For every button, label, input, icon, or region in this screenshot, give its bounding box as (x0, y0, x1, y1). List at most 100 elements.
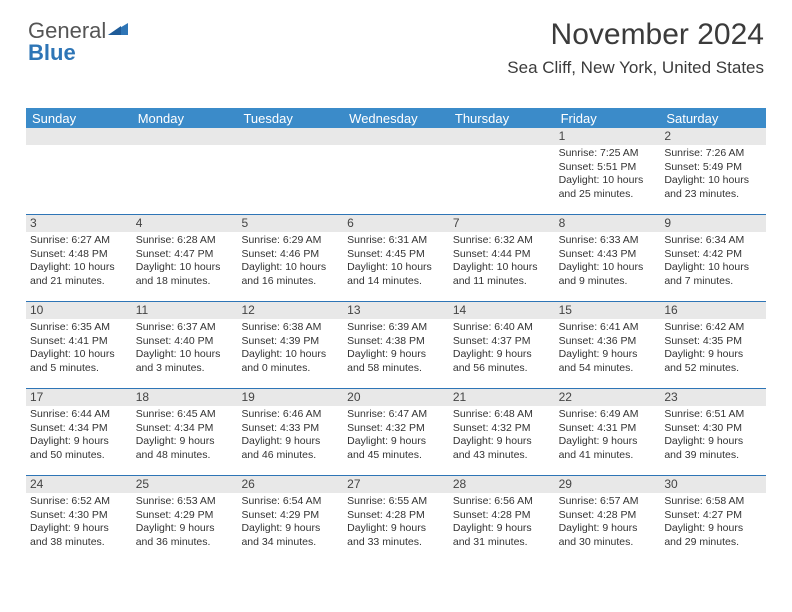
daylight-text: Daylight: 9 hours and 34 minutes. (241, 522, 339, 549)
day-cell: 18Sunrise: 6:45 AMSunset: 4:34 PMDayligh… (132, 389, 238, 475)
weekday-tuesday: Tuesday (237, 111, 343, 126)
daylight-text: Daylight: 10 hours and 21 minutes. (30, 261, 128, 288)
day-content: Sunrise: 6:39 AMSunset: 4:38 PMDaylight:… (343, 319, 449, 380)
logo-text-blue: Blue (28, 40, 76, 65)
sunrise-text: Sunrise: 6:31 AM (347, 234, 445, 248)
daylight-text: Daylight: 9 hours and 29 minutes. (664, 522, 762, 549)
sunrise-text: Sunrise: 6:58 AM (664, 495, 762, 509)
day-cell: 30Sunrise: 6:58 AMSunset: 4:27 PMDayligh… (660, 476, 766, 562)
day-cell (449, 128, 555, 214)
day-number: 24 (26, 476, 132, 493)
day-number (132, 128, 238, 145)
day-cell: 6Sunrise: 6:31 AMSunset: 4:45 PMDaylight… (343, 215, 449, 301)
day-content: Sunrise: 6:48 AMSunset: 4:32 PMDaylight:… (449, 406, 555, 467)
sunrise-text: Sunrise: 6:29 AM (241, 234, 339, 248)
day-content: Sunrise: 6:52 AMSunset: 4:30 PMDaylight:… (26, 493, 132, 554)
daylight-text: Daylight: 10 hours and 23 minutes. (664, 174, 762, 201)
sunset-text: Sunset: 4:32 PM (453, 422, 551, 436)
day-cell: 22Sunrise: 6:49 AMSunset: 4:31 PMDayligh… (555, 389, 661, 475)
day-number: 17 (26, 389, 132, 406)
daylight-text: Daylight: 9 hours and 31 minutes. (453, 522, 551, 549)
day-cell: 3Sunrise: 6:27 AMSunset: 4:48 PMDaylight… (26, 215, 132, 301)
daylight-text: Daylight: 9 hours and 54 minutes. (559, 348, 657, 375)
sunset-text: Sunset: 4:31 PM (559, 422, 657, 436)
sunset-text: Sunset: 4:42 PM (664, 248, 762, 262)
sunrise-text: Sunrise: 6:49 AM (559, 408, 657, 422)
logo: General Blue (28, 20, 128, 64)
daylight-text: Daylight: 9 hours and 56 minutes. (453, 348, 551, 375)
sunrise-text: Sunrise: 6:34 AM (664, 234, 762, 248)
sunrise-text: Sunrise: 6:32 AM (453, 234, 551, 248)
sunset-text: Sunset: 4:37 PM (453, 335, 551, 349)
day-number: 16 (660, 302, 766, 319)
day-cell: 1Sunrise: 7:25 AMSunset: 5:51 PMDaylight… (555, 128, 661, 214)
location: Sea Cliff, New York, United States (507, 58, 764, 78)
day-content: Sunrise: 6:56 AMSunset: 4:28 PMDaylight:… (449, 493, 555, 554)
weekday-thursday: Thursday (449, 111, 555, 126)
sunrise-text: Sunrise: 6:40 AM (453, 321, 551, 335)
daylight-text: Daylight: 10 hours and 25 minutes. (559, 174, 657, 201)
day-cell (237, 128, 343, 214)
day-number: 28 (449, 476, 555, 493)
day-cell: 27Sunrise: 6:55 AMSunset: 4:28 PMDayligh… (343, 476, 449, 562)
daylight-text: Daylight: 9 hours and 43 minutes. (453, 435, 551, 462)
day-cell: 25Sunrise: 6:53 AMSunset: 4:29 PMDayligh… (132, 476, 238, 562)
sunset-text: Sunset: 4:34 PM (30, 422, 128, 436)
sunrise-text: Sunrise: 6:33 AM (559, 234, 657, 248)
sunset-text: Sunset: 4:40 PM (136, 335, 234, 349)
daylight-text: Daylight: 10 hours and 3 minutes. (136, 348, 234, 375)
daylight-text: Daylight: 9 hours and 50 minutes. (30, 435, 128, 462)
weekday-header: Sunday Monday Tuesday Wednesday Thursday… (26, 108, 766, 128)
daylight-text: Daylight: 10 hours and 7 minutes. (664, 261, 762, 288)
daylight-text: Daylight: 9 hours and 38 minutes. (30, 522, 128, 549)
day-cell: 2Sunrise: 7:26 AMSunset: 5:49 PMDaylight… (660, 128, 766, 214)
day-content: Sunrise: 6:33 AMSunset: 4:43 PMDaylight:… (555, 232, 661, 293)
day-number: 4 (132, 215, 238, 232)
sunset-text: Sunset: 4:44 PM (453, 248, 551, 262)
day-number: 21 (449, 389, 555, 406)
sunset-text: Sunset: 4:47 PM (136, 248, 234, 262)
day-number: 12 (237, 302, 343, 319)
sunrise-text: Sunrise: 6:47 AM (347, 408, 445, 422)
day-cell (26, 128, 132, 214)
week-row: 1Sunrise: 7:25 AMSunset: 5:51 PMDaylight… (26, 128, 766, 215)
daylight-text: Daylight: 9 hours and 41 minutes. (559, 435, 657, 462)
daylight-text: Daylight: 9 hours and 39 minutes. (664, 435, 762, 462)
day-cell: 11Sunrise: 6:37 AMSunset: 4:40 PMDayligh… (132, 302, 238, 388)
daylight-text: Daylight: 9 hours and 36 minutes. (136, 522, 234, 549)
sunset-text: Sunset: 4:38 PM (347, 335, 445, 349)
sunrise-text: Sunrise: 7:26 AM (664, 147, 762, 161)
daylight-text: Daylight: 9 hours and 48 minutes. (136, 435, 234, 462)
sunset-text: Sunset: 4:35 PM (664, 335, 762, 349)
day-number (237, 128, 343, 145)
daylight-text: Daylight: 10 hours and 5 minutes. (30, 348, 128, 375)
calendar: Sunday Monday Tuesday Wednesday Thursday… (26, 108, 766, 562)
sunrise-text: Sunrise: 6:28 AM (136, 234, 234, 248)
logo-triangle-icon (108, 20, 128, 35)
day-number: 6 (343, 215, 449, 232)
sunrise-text: Sunrise: 6:39 AM (347, 321, 445, 335)
day-number: 9 (660, 215, 766, 232)
day-cell: 15Sunrise: 6:41 AMSunset: 4:36 PMDayligh… (555, 302, 661, 388)
sunrise-text: Sunrise: 6:55 AM (347, 495, 445, 509)
weekday-friday: Friday (555, 111, 661, 126)
day-number: 2 (660, 128, 766, 145)
daylight-text: Daylight: 9 hours and 45 minutes. (347, 435, 445, 462)
daylight-text: Daylight: 9 hours and 58 minutes. (347, 348, 445, 375)
week-row: 3Sunrise: 6:27 AMSunset: 4:48 PMDaylight… (26, 215, 766, 302)
sunset-text: Sunset: 4:32 PM (347, 422, 445, 436)
sunset-text: Sunset: 4:43 PM (559, 248, 657, 262)
day-cell: 5Sunrise: 6:29 AMSunset: 4:46 PMDaylight… (237, 215, 343, 301)
daylight-text: Daylight: 10 hours and 18 minutes. (136, 261, 234, 288)
daylight-text: Daylight: 9 hours and 30 minutes. (559, 522, 657, 549)
sunrise-text: Sunrise: 6:42 AM (664, 321, 762, 335)
daylight-text: Daylight: 10 hours and 16 minutes. (241, 261, 339, 288)
weekday-sunday: Sunday (26, 111, 132, 126)
sunset-text: Sunset: 4:29 PM (136, 509, 234, 523)
day-content: Sunrise: 6:49 AMSunset: 4:31 PMDaylight:… (555, 406, 661, 467)
sunrise-text: Sunrise: 6:46 AM (241, 408, 339, 422)
sunset-text: Sunset: 4:48 PM (30, 248, 128, 262)
day-cell: 9 Sunrise: 6:34 AMSunset: 4:42 PMDaylight… (660, 215, 766, 301)
day-content: Sunrise: 6:42 AMSunset: 4:35 PMDaylight:… (660, 319, 766, 380)
sunrise-text: Sunrise: 6:38 AM (241, 321, 339, 335)
